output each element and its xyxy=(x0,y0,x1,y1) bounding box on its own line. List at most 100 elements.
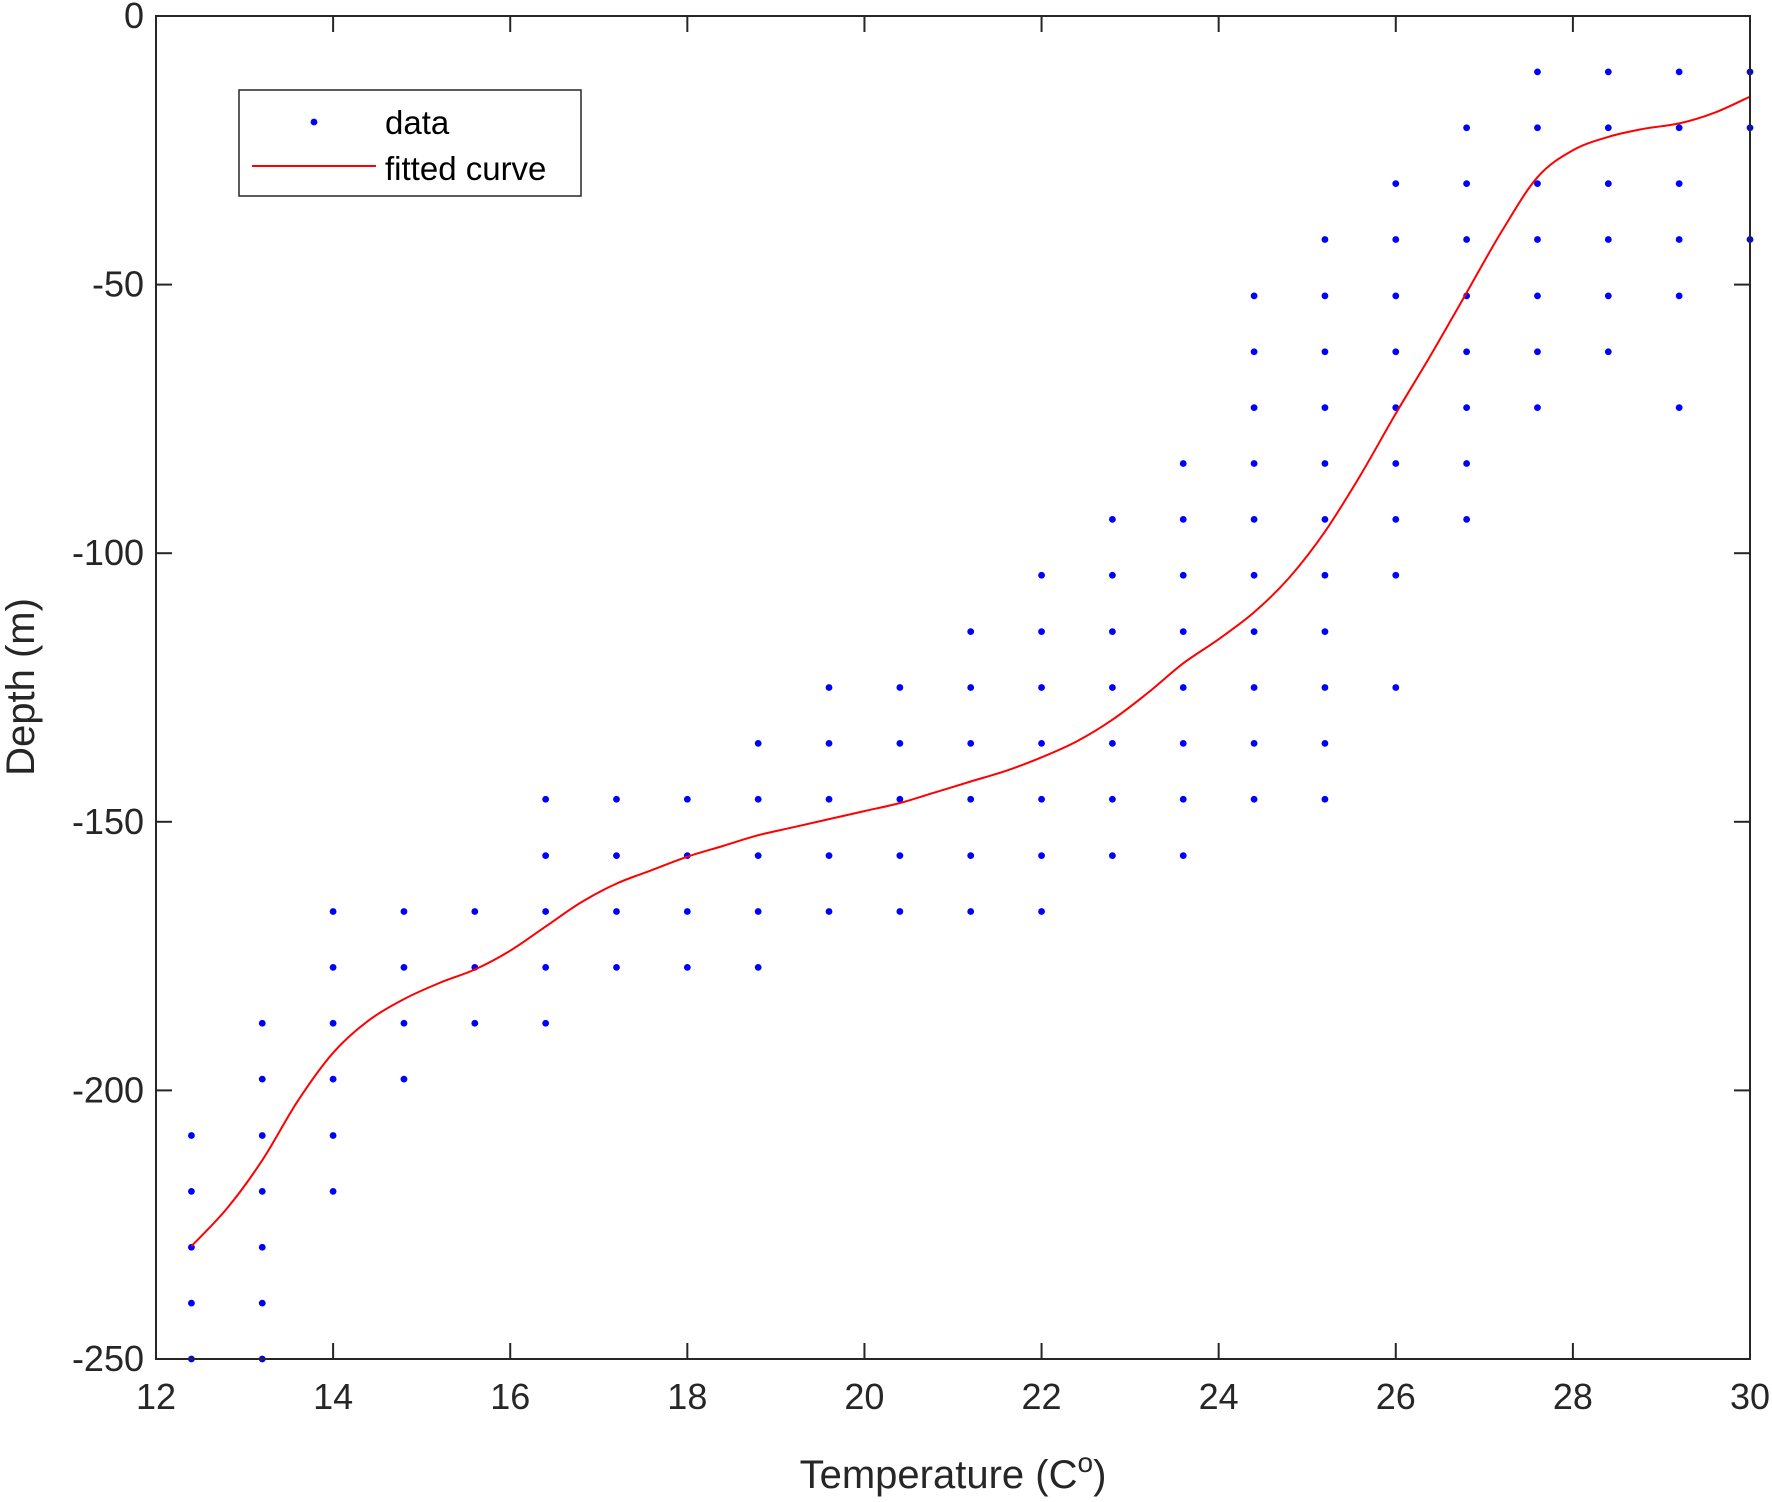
data-point xyxy=(967,684,975,691)
data-point xyxy=(1675,236,1683,243)
data-point xyxy=(1179,739,1187,747)
data-point xyxy=(471,908,479,915)
data-point xyxy=(1534,180,1541,188)
axes-box xyxy=(155,15,1751,1360)
data-point xyxy=(1675,124,1683,132)
data-point xyxy=(1179,515,1187,523)
data-point xyxy=(825,852,833,860)
y-tick-label: -50 xyxy=(92,264,144,305)
data-point xyxy=(1250,684,1258,691)
y-tick-label: -250 xyxy=(72,1338,144,1379)
x-tick-label: 20 xyxy=(844,1376,884,1417)
data-point xyxy=(1179,684,1187,691)
data-point xyxy=(613,963,620,971)
data-point xyxy=(1250,348,1258,356)
data-point xyxy=(683,795,691,803)
x-tick-label: 12 xyxy=(136,1376,176,1417)
data-point xyxy=(1109,628,1116,636)
data-point xyxy=(400,963,408,971)
data-point xyxy=(400,1019,408,1027)
data-point xyxy=(1534,404,1541,412)
data-point xyxy=(1534,124,1541,132)
data-point xyxy=(1463,180,1471,188)
data-point xyxy=(1038,908,1045,915)
data-point xyxy=(825,684,833,691)
x-tick-label: 14 xyxy=(313,1376,353,1417)
data-point xyxy=(896,795,904,803)
data-point xyxy=(1109,852,1116,860)
y-tick-label: -100 xyxy=(72,532,144,573)
legend-data-label: data xyxy=(385,104,450,141)
data-point xyxy=(613,908,620,915)
data-point xyxy=(1321,739,1329,747)
data-point xyxy=(1250,795,1258,803)
data-point xyxy=(1109,515,1116,523)
data-point xyxy=(1392,571,1400,579)
data-point xyxy=(896,852,904,860)
data-point xyxy=(1038,628,1045,636)
x-tick-label: 22 xyxy=(1022,1376,1062,1417)
data-point xyxy=(542,908,550,915)
data-point xyxy=(258,1132,266,1139)
data-point xyxy=(1321,460,1329,467)
data-point xyxy=(1675,404,1683,412)
data-point xyxy=(1179,460,1187,467)
legend-curve-label: fitted curve xyxy=(385,150,546,187)
data-point xyxy=(1038,852,1045,860)
data-point xyxy=(967,628,975,636)
data-point xyxy=(1109,739,1116,747)
data-point xyxy=(1675,292,1683,300)
data-point xyxy=(896,908,904,915)
x-tick-label: 16 xyxy=(490,1376,530,1417)
data-point xyxy=(1392,180,1400,188)
x-axis-label: Temperature (Co) xyxy=(800,1447,1107,1497)
data-point xyxy=(1109,795,1116,803)
data-point xyxy=(967,852,975,860)
data-point xyxy=(967,908,975,915)
data-point xyxy=(1109,684,1116,691)
data-point xyxy=(1604,124,1612,132)
x-tick-label: 28 xyxy=(1553,1376,1593,1417)
data-point xyxy=(400,1075,408,1083)
data-point xyxy=(258,1187,266,1195)
data-point xyxy=(1321,236,1329,243)
data-point xyxy=(188,1132,195,1139)
data-point xyxy=(1534,236,1541,243)
data-point xyxy=(258,1019,266,1027)
data-point xyxy=(1250,404,1258,412)
data-point xyxy=(1675,68,1683,76)
data-point xyxy=(1604,236,1612,243)
y-axis-label: Depth (m) xyxy=(0,598,43,776)
data-point xyxy=(258,1075,266,1083)
data-point xyxy=(1392,348,1400,356)
data-point xyxy=(329,908,337,915)
data-point xyxy=(1392,460,1400,467)
data-point xyxy=(1392,515,1400,523)
axis-ticks: 12 14 16 18 20 22 24 26 28 30 0 -50 -100 -150 -200 -250 xyxy=(72,0,1770,1417)
data-point xyxy=(1463,515,1471,523)
data-point xyxy=(1321,404,1329,412)
data-point xyxy=(1321,292,1329,300)
data-point xyxy=(1604,180,1612,188)
x-axis-label-superscript: o xyxy=(1077,1447,1093,1478)
data-point xyxy=(1321,628,1329,636)
data-point xyxy=(613,852,620,860)
x-tick-label: 24 xyxy=(1199,1376,1239,1417)
data-point xyxy=(1109,571,1116,579)
data-point xyxy=(967,795,975,803)
data-point xyxy=(258,1243,266,1251)
data-point xyxy=(1463,236,1471,243)
data-point xyxy=(1392,292,1400,300)
data-point xyxy=(1179,628,1187,636)
x-tick-label: 26 xyxy=(1376,1376,1416,1417)
data-point xyxy=(471,1019,479,1027)
data-point xyxy=(754,852,762,860)
data-point xyxy=(1038,739,1045,747)
data-point xyxy=(1321,571,1329,579)
data-point xyxy=(1392,236,1400,243)
data-point xyxy=(329,963,337,971)
data-point xyxy=(683,963,691,971)
data-point xyxy=(188,1187,195,1195)
data-point xyxy=(683,908,691,915)
